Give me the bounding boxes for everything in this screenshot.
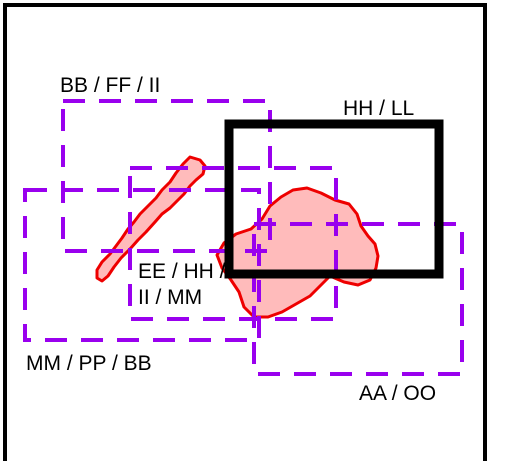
solid-box-hh-ll [224, 119, 444, 279]
dashed-box-mm-pp-bb [23, 188, 261, 342]
label-mm-pp-bb: MM / PP / BB [26, 352, 152, 375]
region-right-large [215, 186, 380, 319]
outer-frame [3, 3, 487, 461]
label-aa-oo: AA / OO [359, 382, 436, 405]
label-hh-ll: HH / LL [343, 97, 414, 120]
label-ee-hh-ii-mm-line1: EE / HH / [138, 260, 226, 283]
label-ee-hh-ii-mm-line2: II / MM [138, 286, 202, 309]
label-bb-ff-ii: BB / FF / II [60, 74, 160, 97]
